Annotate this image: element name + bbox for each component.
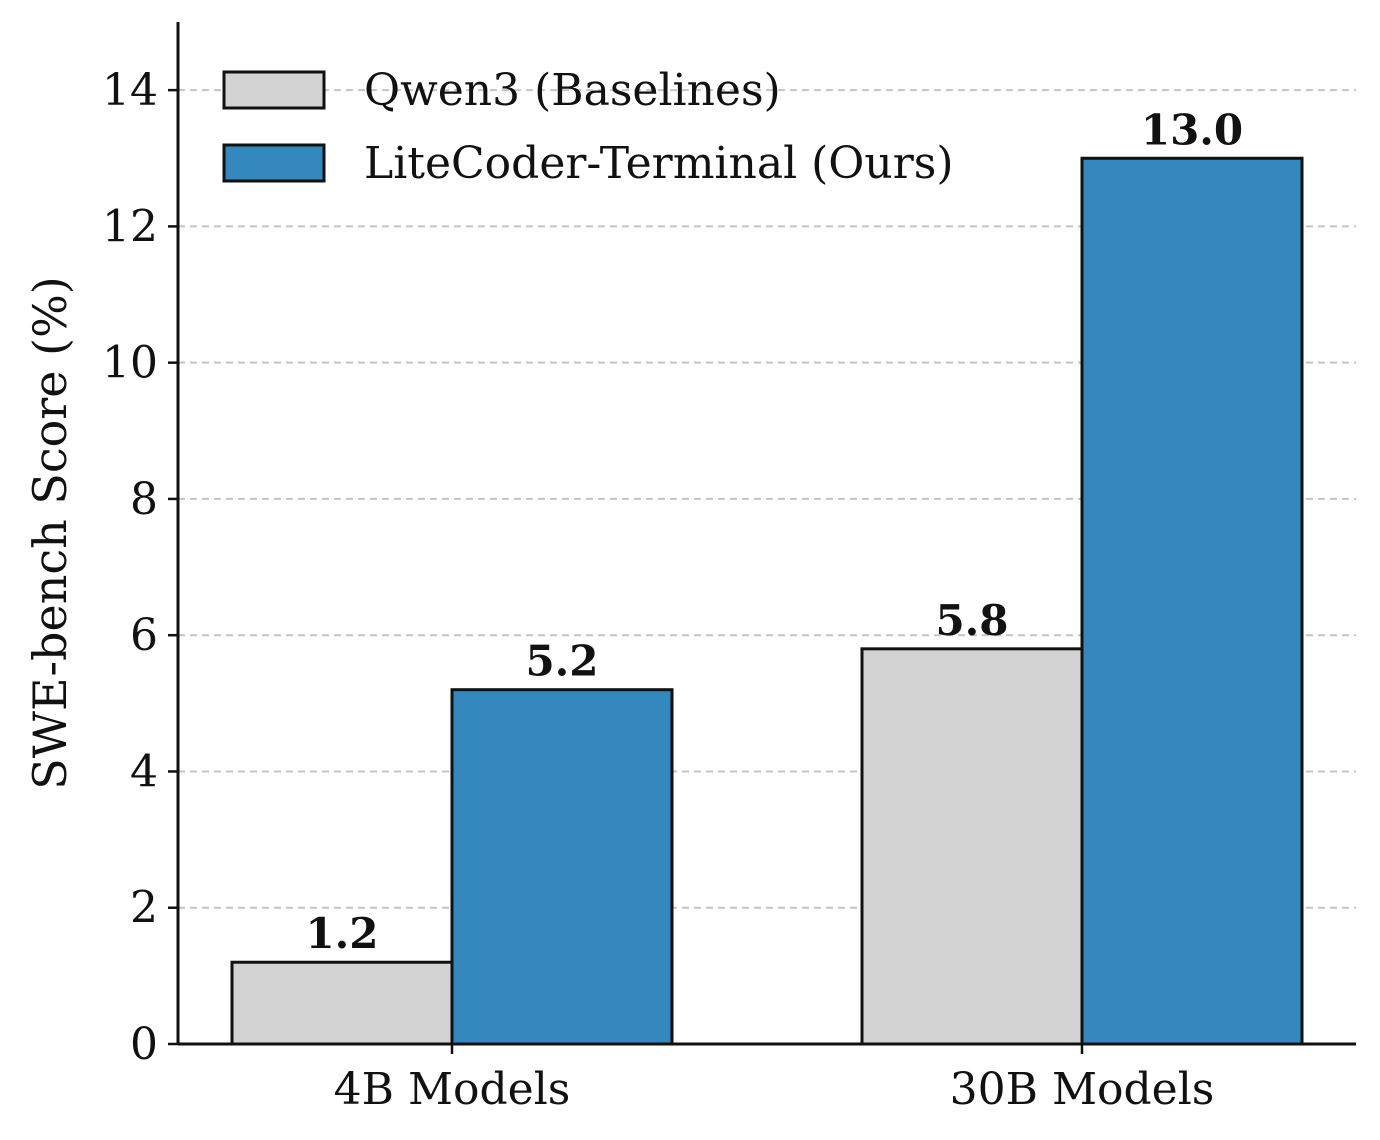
y-tick-label: 0 bbox=[130, 1019, 158, 1070]
bar-qwen3-0 bbox=[230, 960, 454, 1046]
legend: Qwen3 (Baselines) LiteCoder-Terminal (Our… bbox=[222, 65, 954, 189]
ticks: 0 2 4 6 8 10 12 14 4B Models 30B Models bbox=[102, 65, 1214, 1115]
data-label: 5.2 bbox=[525, 637, 598, 686]
data-label: 13.0 bbox=[1141, 105, 1243, 154]
y-tick-label: 14 bbox=[102, 65, 158, 116]
y-tick-label: 10 bbox=[102, 338, 158, 389]
x-tick-label: 4B Models bbox=[334, 1064, 571, 1115]
axes bbox=[176, 22, 1356, 1046]
data-labels: 1.2 5.8 5.2 13.0 bbox=[305, 105, 1243, 958]
data-label: 1.2 bbox=[305, 909, 378, 958]
y-tick-label: 4 bbox=[130, 746, 158, 797]
x-tick-label: 30B Models bbox=[950, 1064, 1215, 1115]
legend-label: LiteCoder-Terminal (Ours) bbox=[364, 138, 954, 189]
gridlines bbox=[178, 89, 1356, 909]
y-tick-label: 2 bbox=[130, 883, 158, 934]
bar-litecoder-1 bbox=[1080, 156, 1304, 1046]
y-tick-label: 6 bbox=[130, 610, 158, 661]
bar-qwen3-1 bbox=[860, 647, 1084, 1046]
legend-label: Qwen3 (Baselines) bbox=[364, 65, 781, 116]
y-axis-title: SWE-bench Score (%) bbox=[23, 276, 77, 789]
y-tick-label: 12 bbox=[102, 201, 158, 252]
legend-swatch bbox=[222, 70, 326, 110]
bar-litecoder-0 bbox=[450, 688, 674, 1046]
bars bbox=[230, 156, 1304, 1046]
y-tick-label: 8 bbox=[130, 474, 158, 525]
legend-swatch bbox=[222, 143, 326, 183]
data-label: 5.8 bbox=[935, 596, 1008, 645]
